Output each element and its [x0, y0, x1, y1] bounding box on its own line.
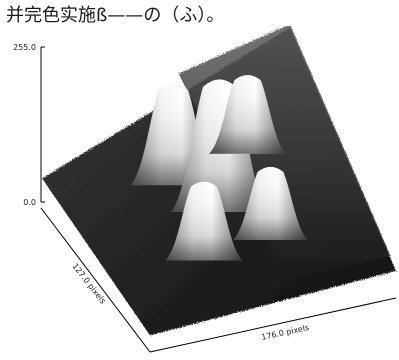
- caption-text: 并完色实施ß——の（ふ）。: [6, 5, 225, 26]
- z-tick-label-max: 255.0: [13, 43, 36, 52]
- caption-strip: 并完色实施ß——の（ふ）。: [0, 0, 399, 26]
- x-axis-line: [40, 207, 151, 353]
- surface-peak: [165, 181, 243, 261]
- surface-peak: [209, 75, 287, 154]
- surface-peak: [233, 166, 308, 241]
- z-tick-label-min: 0.0: [23, 198, 36, 207]
- surface-layer: [42, 24, 396, 336]
- y-axis-line: [149, 297, 397, 353]
- x-axis-label: 127.0 pixels: [70, 262, 107, 306]
